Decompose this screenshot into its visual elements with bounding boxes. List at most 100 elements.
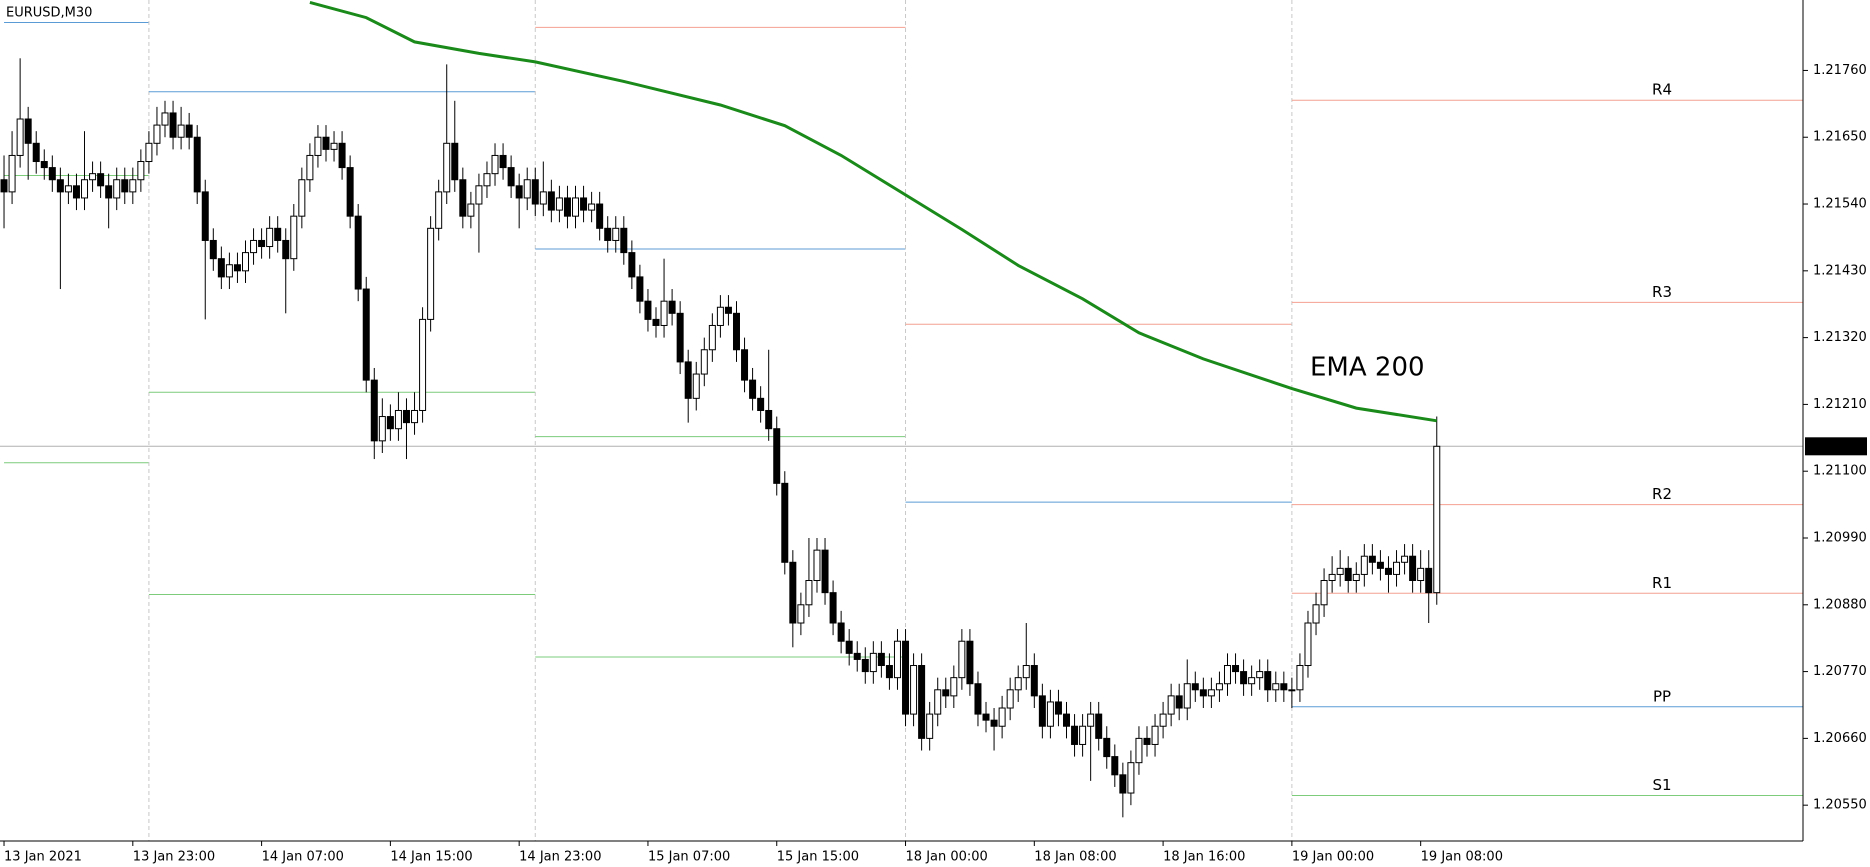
symbol-title: EURUSD,M30 xyxy=(6,6,92,21)
candle-body xyxy=(724,306,732,314)
candle-body xyxy=(1425,567,1433,594)
candle-body xyxy=(918,665,926,739)
candle-body xyxy=(185,124,193,138)
candle-body xyxy=(1046,701,1054,727)
candle-body xyxy=(1159,713,1167,727)
candle-body xyxy=(902,640,910,715)
candle-body xyxy=(378,416,386,442)
candle-body xyxy=(789,561,797,624)
candle-body xyxy=(580,197,588,211)
candle-body xyxy=(56,179,64,193)
candle-body xyxy=(1175,695,1183,709)
y-tick-label: 1.21210 xyxy=(1813,397,1867,412)
candle-body xyxy=(225,264,233,278)
candle-body xyxy=(354,215,362,290)
candle-body xyxy=(394,409,402,430)
candle-body xyxy=(572,197,580,217)
candle-body xyxy=(1207,689,1215,697)
candle-body xyxy=(306,154,314,181)
candle-body xyxy=(1191,683,1199,691)
candle-body xyxy=(1111,756,1119,776)
candle-body xyxy=(604,227,612,241)
x-tick-label: 18 Jan 08:00 xyxy=(1034,850,1116,865)
candle-body xyxy=(539,191,547,205)
candle-body xyxy=(1054,701,1062,715)
candle-body xyxy=(177,124,185,138)
candle-body xyxy=(298,179,306,217)
candle-body xyxy=(16,118,24,156)
candle-body xyxy=(1344,567,1352,582)
current-price-box xyxy=(1805,437,1867,456)
candle-body xyxy=(837,622,845,642)
pivot-label: S1 xyxy=(1652,776,1671,794)
candle-body xyxy=(1063,713,1071,727)
candle-body xyxy=(950,677,958,697)
candle-body xyxy=(1312,604,1320,624)
candle-body xyxy=(668,300,676,314)
candle-body xyxy=(81,179,89,199)
candle-body xyxy=(885,665,893,679)
candle-body xyxy=(113,179,121,199)
candle-body xyxy=(773,428,781,484)
candle-body xyxy=(64,185,72,193)
candle-body xyxy=(499,154,507,169)
candle-body xyxy=(282,239,290,260)
candle-body xyxy=(958,640,966,679)
candle-body xyxy=(1151,725,1159,745)
candle-body xyxy=(8,154,16,193)
candle-body xyxy=(942,689,950,697)
candle-body xyxy=(435,191,443,229)
candle-body xyxy=(314,136,322,156)
candle-body xyxy=(290,215,298,260)
x-tick-label: 15 Jan 15:00 xyxy=(777,850,859,865)
candle-body xyxy=(419,318,427,411)
candle-body xyxy=(1328,573,1336,582)
candle-body xyxy=(1167,695,1175,715)
y-tick-label: 1.21100 xyxy=(1813,464,1867,479)
pivot-label: PP xyxy=(1653,687,1671,705)
candle-body xyxy=(258,239,266,248)
candle-body xyxy=(523,179,531,199)
candle-body xyxy=(982,713,990,721)
x-tick-label: 13 Jan 2021 xyxy=(4,850,82,865)
candle-body xyxy=(507,167,515,187)
y-tick-label: 1.20660 xyxy=(1813,731,1867,746)
x-tick-label: 19 Jan 00:00 xyxy=(1292,850,1374,865)
x-tick-label: 15 Jan 07:00 xyxy=(648,850,730,865)
candle-body xyxy=(1433,445,1441,594)
candle-body xyxy=(193,136,201,193)
candle-body xyxy=(89,173,97,181)
current-price-label: 1.21141 xyxy=(1813,439,1867,454)
candle-body xyxy=(966,640,974,685)
x-tick-label: 14 Jan 23:00 xyxy=(519,850,601,865)
candle-body xyxy=(266,227,274,248)
candle-body xyxy=(362,288,370,381)
candle-body xyxy=(893,640,901,679)
ema-line xyxy=(309,0,1438,423)
candle-body xyxy=(217,258,225,278)
candle-body xyxy=(241,252,249,272)
candle-body xyxy=(684,361,692,399)
candle-body xyxy=(588,203,596,211)
candle-body xyxy=(998,707,1006,727)
candle-body xyxy=(813,549,821,582)
candle-body xyxy=(386,416,394,430)
pivot-label: R1 xyxy=(1652,574,1672,592)
candle-body xyxy=(1401,555,1409,563)
x-tick-label: 18 Jan 00:00 xyxy=(906,850,988,865)
candle-body xyxy=(877,652,885,667)
candle-body xyxy=(716,306,724,326)
candle-body xyxy=(926,713,934,739)
candle-body xyxy=(1360,555,1368,575)
candle-body xyxy=(97,173,105,187)
candle-body xyxy=(563,197,571,217)
candle-body xyxy=(0,179,8,193)
y-tick-label: 1.21760 xyxy=(1813,63,1867,78)
candle-body xyxy=(48,167,56,181)
candle-body xyxy=(1127,762,1135,794)
candle-body xyxy=(1272,683,1280,691)
candle-body xyxy=(1248,677,1256,685)
candle-body xyxy=(338,142,346,169)
candle-body xyxy=(443,142,451,193)
